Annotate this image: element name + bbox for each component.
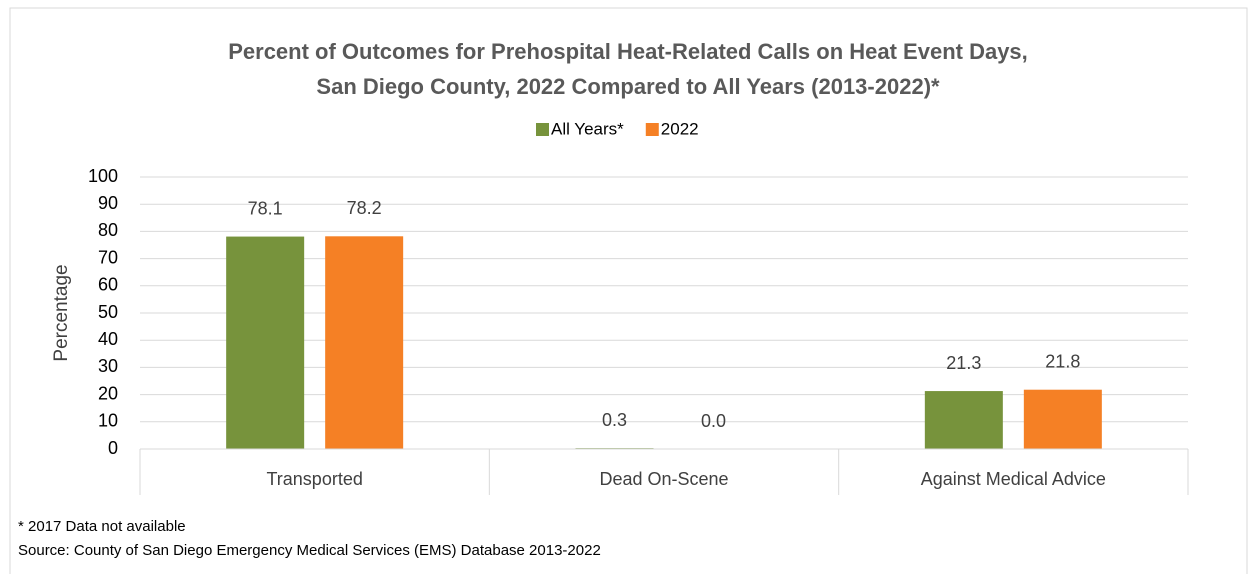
chart-border [9, 7, 1248, 574]
legend-label: 2022 [661, 119, 699, 138]
data-label: 78.1 [248, 198, 283, 218]
data-label: 0.3 [602, 410, 627, 430]
legend-label: All Years* [551, 119, 624, 138]
y-tick-label: 30 [98, 356, 118, 376]
legend-swatch [536, 123, 549, 136]
legend-swatch [645, 123, 659, 136]
x-tick-label: Against Medical Advice [921, 469, 1106, 489]
y-axis-label: Percentage [51, 264, 72, 361]
data-label: 78.2 [347, 198, 382, 218]
y-tick-label: 60 [98, 275, 118, 295]
y-tick-label: 50 [98, 302, 118, 322]
y-tick-label: 40 [98, 329, 118, 349]
y-tick-label: 90 [98, 193, 118, 213]
x-tick-label: Dead On-Scene [599, 469, 728, 489]
y-tick-label: 100 [88, 166, 118, 186]
bar [924, 391, 1003, 449]
y-tick-label: 10 [98, 411, 118, 431]
chart-title: San Diego County, 2022 Compared to All Y… [316, 74, 940, 99]
note: * 2017 Data not available [18, 518, 186, 535]
data-label: 21.3 [946, 353, 981, 373]
data-label: 21.8 [1045, 351, 1080, 371]
y-tick-label: 70 [98, 247, 118, 267]
chart-title: Percent of Outcomes for Prehospital Heat… [228, 39, 1028, 64]
bar [1023, 389, 1102, 449]
y-tick-label: 0 [108, 438, 118, 458]
note: Source: County of San Diego Emergency Me… [18, 542, 601, 559]
y-tick-label: 80 [98, 220, 118, 240]
x-tick-label: Transported [266, 469, 362, 489]
y-tick-label: 20 [98, 383, 118, 403]
bar [226, 236, 305, 449]
bar [325, 236, 404, 449]
data-label: 0.0 [701, 411, 726, 431]
